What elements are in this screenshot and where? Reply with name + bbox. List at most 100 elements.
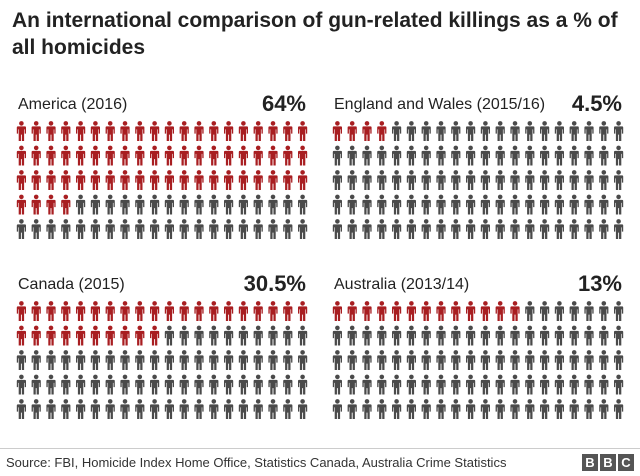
person-icon [540, 121, 550, 141]
person-icon [31, 170, 41, 190]
person-icon [16, 121, 26, 141]
person-icon [599, 325, 609, 346]
person-icon [164, 301, 174, 321]
person-icon [495, 219, 505, 239]
person-icon [466, 374, 476, 395]
person-icon [76, 374, 86, 395]
person-icon [495, 301, 505, 321]
person-icon [436, 145, 446, 166]
person-icon [347, 374, 357, 395]
person-icon [466, 301, 476, 321]
person-icon [268, 170, 278, 190]
person-icon [362, 121, 372, 141]
person-icon [392, 301, 402, 321]
person-icon [436, 121, 446, 141]
person-icon [224, 121, 234, 141]
person-icon [76, 219, 86, 239]
person-icon [90, 219, 100, 239]
person-icon [584, 350, 594, 370]
person-icon [480, 170, 490, 190]
person-icon [179, 325, 189, 346]
person-icon [584, 121, 594, 141]
person-icon [599, 350, 609, 370]
person-icon [406, 121, 416, 141]
person-icon [194, 325, 204, 346]
person-icon [224, 145, 234, 166]
person-icon [61, 170, 71, 190]
person-icon [179, 374, 189, 395]
person-icon [451, 219, 461, 239]
person-icon [61, 374, 71, 395]
person-icon [540, 301, 550, 321]
person-icon [46, 301, 56, 321]
person-icon [362, 170, 372, 190]
person-icon [392, 145, 402, 166]
person-icon [554, 194, 564, 215]
person-icon [436, 350, 446, 370]
panel-label: Canada (2015) [18, 276, 125, 293]
person-icon [584, 325, 594, 346]
person-icon [347, 170, 357, 190]
person-icon [614, 219, 624, 239]
person-icon [61, 301, 71, 321]
person-icon [238, 145, 248, 166]
person-icon [135, 194, 145, 215]
person-icon [554, 399, 564, 419]
person-icon [332, 145, 342, 166]
person-icon [599, 219, 609, 239]
person-icon [436, 219, 446, 239]
person-icon [209, 194, 219, 215]
person-icon [392, 350, 402, 370]
person-icon [347, 325, 357, 346]
person-icon [61, 121, 71, 141]
person-icon [599, 145, 609, 166]
person-icon [120, 301, 130, 321]
person-icon [16, 325, 26, 346]
person-icon [268, 194, 278, 215]
person-icon [46, 170, 56, 190]
person-icon [135, 219, 145, 239]
person-icon [510, 350, 520, 370]
figure-grid [16, 301, 308, 419]
person-icon [569, 325, 579, 346]
figure-grid [16, 121, 308, 239]
person-icon [569, 350, 579, 370]
person-icon [421, 219, 431, 239]
person-icon [105, 325, 115, 346]
source-note: Source: FBI, Homicide Index Home Office,… [6, 455, 507, 470]
person-icon [120, 145, 130, 166]
person-icon [377, 121, 387, 141]
person-icon [362, 219, 372, 239]
person-icon [392, 219, 402, 239]
person-icon [569, 374, 579, 395]
person-icon [105, 121, 115, 141]
person-icon [16, 399, 26, 419]
person-icon [238, 374, 248, 395]
person-icon [614, 170, 624, 190]
figure-grid [332, 301, 624, 419]
person-icon [194, 145, 204, 166]
person-icon [16, 374, 26, 395]
person-icon [510, 121, 520, 141]
person-icon [120, 194, 130, 215]
person-icon [31, 350, 41, 370]
person-icon [135, 325, 145, 346]
person-icon [347, 121, 357, 141]
person-icon [31, 121, 41, 141]
person-icon [406, 399, 416, 419]
person-icon [362, 145, 372, 166]
person-icon [495, 145, 505, 166]
person-icon [283, 325, 293, 346]
person-icon [466, 325, 476, 346]
person-icon [332, 399, 342, 419]
person-icon [179, 219, 189, 239]
person-icon [268, 145, 278, 166]
person-icon [164, 219, 174, 239]
person-icon [480, 219, 490, 239]
person-icon [209, 145, 219, 166]
person-icon [224, 399, 234, 419]
person-icon [525, 325, 535, 346]
figure-grid [332, 121, 624, 239]
person-icon [31, 399, 41, 419]
person-icon [421, 350, 431, 370]
